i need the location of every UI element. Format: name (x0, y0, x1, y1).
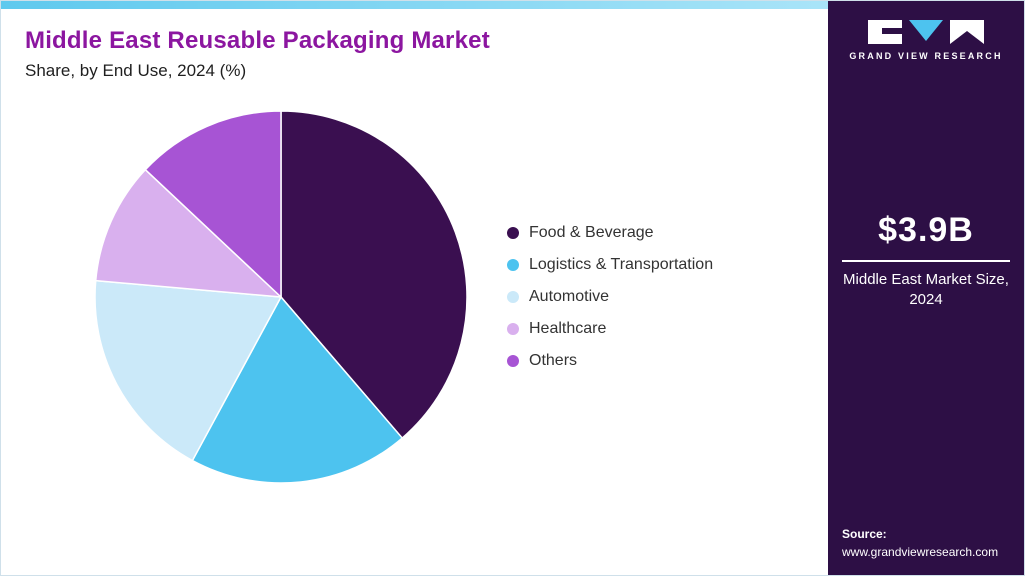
chart-panel: Middle East Reusable Packaging Market Sh… (1, 1, 828, 575)
legend-item: Healthcare (507, 320, 713, 338)
legend: Food & Beverage Logistics & Transportatio… (507, 210, 713, 384)
market-size-block: $3.9B Middle East Market Size, 2024 (842, 211, 1010, 311)
legend-label: Food & Beverage (529, 224, 654, 241)
legend-label: Others (529, 352, 578, 369)
gvr-logo: GRAND VIEW RESEARCH (842, 19, 1010, 61)
source-url[interactable]: www.grandviewresearch.com (842, 544, 999, 559)
pie-chart (94, 110, 468, 484)
legend-swatch-icon (507, 291, 519, 303)
legend-swatch-icon (507, 355, 519, 367)
legend-swatch-icon (507, 323, 519, 335)
legend-item: Food & Beverage (507, 224, 713, 242)
pie-slice-logistics-transportation (191, 296, 403, 484)
legend-item: Others (507, 352, 713, 370)
legend-swatch-icon (507, 259, 519, 271)
source-block: Source: www.grandviewresearch.com (842, 526, 1010, 561)
legend-item: Logistics & Transportation (507, 256, 713, 274)
legend-item: Automotive (507, 288, 713, 306)
pie-slice-automotive (94, 279, 282, 462)
market-size-divider (842, 260, 1010, 262)
pie-slice-healthcare (94, 168, 282, 298)
gvr-logo-icon (868, 20, 984, 44)
gvr-logo-text: GRAND VIEW RESEARCH (849, 51, 1003, 61)
market-size-label: Middle East Market Size, 2024 (843, 271, 1009, 309)
sidebar: GRAND VIEW RESEARCH $3.9B Middle East Ma… (828, 1, 1024, 575)
chart-subtitle: Share, by End Use, 2024 (%) (25, 61, 247, 80)
legend-label: Logistics & Transportation (529, 256, 714, 273)
market-size-value: $3.9B (878, 211, 974, 249)
source-label: Source: (842, 527, 887, 542)
pie-slice-food-beverage (280, 110, 468, 439)
chart-title: Middle East Reusable Packaging Market (25, 27, 490, 54)
legend-label: Healthcare (529, 320, 607, 337)
pie-slice-others (144, 110, 282, 298)
legend-label: Automotive (529, 288, 610, 305)
chart-area: Food & Beverage Logistics & Transportatio… (91, 107, 828, 487)
top-accent-bar (1, 1, 828, 9)
chart-header: Middle East Reusable Packaging Market Sh… (1, 9, 828, 81)
legend-swatch-icon (507, 227, 519, 239)
